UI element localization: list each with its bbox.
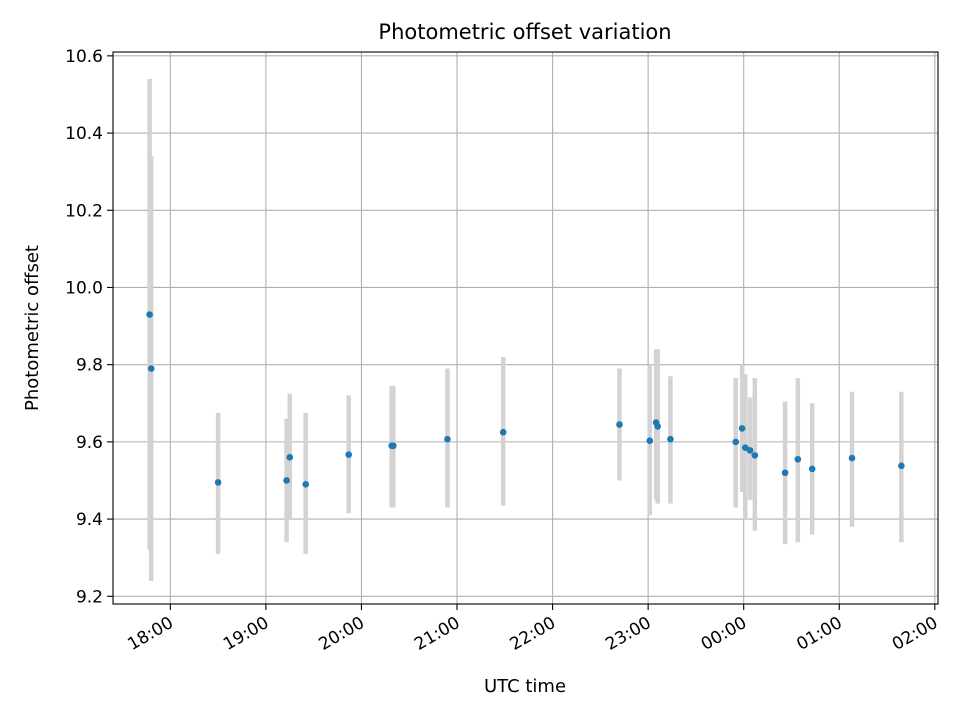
data-point — [667, 435, 674, 443]
data-point — [848, 454, 856, 462]
y-tick-label: 10.2 — [65, 201, 103, 221]
data-point — [345, 451, 353, 458]
data-points — [146, 311, 905, 488]
x-axis-label: UTC time — [484, 676, 566, 697]
y-tick-label: 10.6 — [65, 47, 103, 67]
data-point — [616, 421, 623, 428]
data-point — [741, 444, 749, 451]
y-axis-label: Photometric offset — [22, 245, 43, 411]
data-point — [898, 462, 905, 470]
data-point — [781, 469, 789, 477]
y-tick-label: 9.8 — [76, 356, 103, 376]
data-point — [738, 425, 746, 432]
data-point — [214, 479, 222, 486]
data-point — [751, 452, 759, 459]
chart-title: Photometric offset variation — [378, 20, 671, 44]
y-tick-label: 9.4 — [76, 510, 103, 530]
axes-frame — [112, 51, 939, 605]
grid-lines — [113, 52, 938, 604]
data-point — [808, 465, 816, 473]
data-point — [499, 428, 507, 436]
data-point — [146, 311, 153, 318]
data-point — [646, 437, 654, 445]
data-point — [746, 447, 754, 454]
data-point — [390, 442, 397, 450]
y-tick-label: 9.2 — [76, 587, 103, 607]
data-point — [654, 423, 661, 430]
data-point — [444, 435, 451, 443]
data-point — [283, 477, 290, 484]
y-axis-ticks: 9.2 9.4 9.6 9.8 10.0 10.2 10.4 10.6 — [65, 47, 113, 607]
y-tick-label: 10.4 — [65, 124, 103, 144]
data-point — [794, 455, 802, 463]
y-tick-label: 9.6 — [76, 433, 103, 453]
data-point — [286, 454, 294, 461]
data-point — [147, 365, 155, 372]
data-point — [302, 481, 310, 488]
y-tick-label: 10.0 — [65, 278, 103, 298]
data-point — [732, 438, 740, 446]
